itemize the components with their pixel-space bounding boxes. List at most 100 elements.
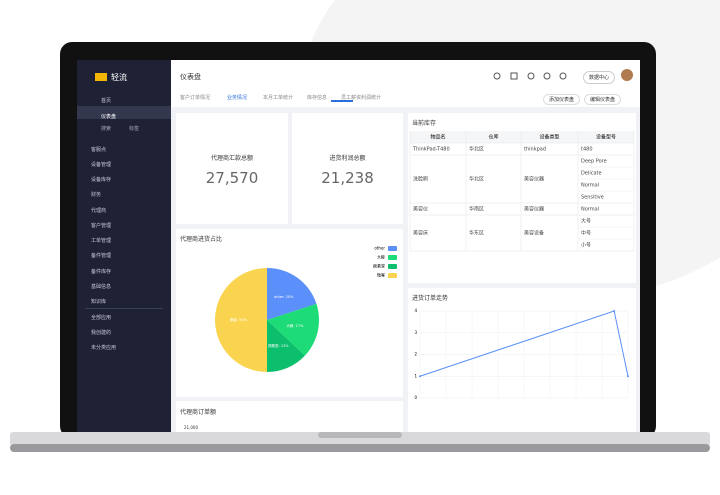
table-cell: 美容仪器 xyxy=(524,206,544,213)
pie-slice xyxy=(215,268,267,372)
header-icons xyxy=(493,72,567,80)
card-title: 代理商订单额 xyxy=(180,409,217,416)
table-cell: Normal xyxy=(581,183,599,189)
icon[interactable] xyxy=(559,72,567,80)
menu-item[interactable]: 基础信息 xyxy=(91,284,112,290)
y-tick-label: 2 xyxy=(414,352,417,357)
legend-swatch xyxy=(388,246,397,251)
legend-label: 大鲸 xyxy=(377,254,385,260)
card: 代理商汇款总额 27,570 xyxy=(176,113,288,224)
table-title: 当前库存 xyxy=(412,120,437,127)
header: 仪表盘 添加仪表盘 编辑仪表盘 数据中心 客户订单情况 业务情况 本月工单统计 库存信… xyxy=(171,60,640,107)
screen: 轻流 搜索 标签 首页 仪表盘 客服点 设备管理 设备库存 财务 代理商 客户管理 工单管理 备件… xyxy=(77,60,640,432)
tag[interactable]: 标签 xyxy=(129,126,140,132)
slice-label: other: 20% xyxy=(274,295,294,299)
table-cell: Deep Pore xyxy=(581,159,607,165)
icon[interactable] xyxy=(493,72,501,80)
menu-item[interactable]: 财务 xyxy=(91,192,102,198)
table-cell: 华南区 xyxy=(469,206,484,213)
table-cell: 华东区 xyxy=(469,230,484,237)
tab[interactable]: 员工薪资利润统计 xyxy=(341,95,382,101)
menu-item[interactable]: 代理商 xyxy=(91,208,107,214)
title: 仪表盘 xyxy=(180,73,201,81)
legend-label: other xyxy=(374,246,385,251)
menu-item[interactable]: 备件库存 xyxy=(91,269,112,275)
card-label: 代理商汇款总额 xyxy=(210,155,253,162)
table-header: 仓库 xyxy=(488,134,498,141)
bar-card: 代理商订单额 21,000 xyxy=(176,401,403,432)
legend-swatch xyxy=(388,264,397,269)
add-button[interactable]: 添加仪表盘 xyxy=(543,94,581,105)
table-cell: 中号 xyxy=(581,230,591,237)
icon[interactable] xyxy=(527,72,535,80)
app-item[interactable]: 未分类应用 xyxy=(91,345,117,351)
table-card: 当前库存 物品名 仓库 设备类型 设备型号 ThinkPad-T480 华北区 thinkp… xyxy=(408,113,636,283)
tab[interactable]: 业务情况 xyxy=(227,95,248,101)
axis-label: 21,000 xyxy=(184,425,198,430)
card-value: 27,570 xyxy=(205,169,259,187)
edit-button[interactable]: 编辑仪表盘 xyxy=(584,94,622,105)
table-cell: thinkpad xyxy=(524,147,546,153)
table-cell: 美容设备 xyxy=(524,230,544,237)
y-tick-label: 1 xyxy=(414,373,417,378)
table-cell: 美容仪器 xyxy=(524,176,544,183)
slice-label: 大鲸: 17% xyxy=(286,323,304,328)
menu-item[interactable]: 知识库 xyxy=(91,299,107,305)
avatar[interactable] xyxy=(621,69,633,81)
table-cell: 小号 xyxy=(581,242,591,249)
legend-label: 微客 xyxy=(377,272,385,278)
app-item[interactable]: 全部应用 xyxy=(91,315,112,321)
divider xyxy=(85,308,163,309)
table-header: 设备类型 xyxy=(539,134,559,141)
menu-item[interactable]: 首页 xyxy=(101,98,112,104)
pie-slice xyxy=(267,303,319,356)
table-cell: 美容仪 xyxy=(413,206,428,213)
table-cell: ThinkPad-T480 xyxy=(412,147,450,153)
point xyxy=(613,310,616,312)
table-cell: Delicate xyxy=(581,171,602,177)
base-edge xyxy=(10,444,710,452)
point xyxy=(627,375,629,378)
table-cell: t480 xyxy=(581,147,593,153)
menu-item[interactable]: 工单管理 xyxy=(91,238,112,244)
menu-item[interactable]: 客户管理 xyxy=(91,223,112,229)
icon[interactable] xyxy=(543,72,551,80)
menu-item[interactable]: 设备库存 xyxy=(91,177,112,183)
y-tick-label: 4 xyxy=(414,308,417,313)
menu-item[interactable]: 备件管理 xyxy=(91,253,112,259)
data-center[interactable]: 数据中心 xyxy=(583,71,616,84)
pie-card: 代理商进货占比 other: 20% other 大鲸: 17% 大鲸颜素堂: 13%… xyxy=(176,229,403,397)
slice-label: 颜素堂: 13% xyxy=(268,343,289,348)
menu-item[interactable]: 客服点 xyxy=(91,147,107,153)
tab[interactable]: 本月工单统计 xyxy=(263,95,294,101)
y-tick-label: 0 xyxy=(414,395,417,400)
chart-title: 代理商进货占比 xyxy=(180,236,223,243)
line-chart: 0 1 2 3 4 xyxy=(414,308,629,400)
sidebar: 轻流 搜索 标签 首页 仪表盘 客服点 设备管理 设备库存 财务 代理商 客户管理 工单管理 备件… xyxy=(77,60,171,432)
table-cell: Sensitive xyxy=(581,195,604,201)
card: 进货利润总额 21,238 xyxy=(292,113,403,224)
card-value: 21,238 xyxy=(321,169,374,187)
table-cell: 洗脸刷 xyxy=(413,176,428,183)
active-item xyxy=(77,106,171,119)
app-item[interactable]: 我创建的 xyxy=(91,330,112,336)
table-header: 设备型号 xyxy=(596,134,616,141)
table-cell: 华北区 xyxy=(469,146,484,153)
chart-title: 进货订单走势 xyxy=(412,295,449,302)
table-cell: 大号 xyxy=(581,218,591,225)
tab[interactable]: 库存信息 xyxy=(307,95,328,101)
tab[interactable]: 客户订单情况 xyxy=(180,95,211,101)
search[interactable]: 搜索 xyxy=(101,126,112,132)
pie-slice xyxy=(267,268,317,320)
menu-item[interactable]: 设备管理 xyxy=(91,162,112,168)
slice-label: 微客: 50% xyxy=(230,317,248,322)
table-cell: Normal xyxy=(581,207,599,213)
menu-item[interactable]: 仪表盘 xyxy=(101,114,117,120)
table-cell: 华北区 xyxy=(469,176,484,183)
card-label: 进货利润总额 xyxy=(329,155,366,162)
icon[interactable] xyxy=(510,72,518,80)
logo-icon xyxy=(95,73,107,81)
y-tick-label: 3 xyxy=(414,330,417,335)
